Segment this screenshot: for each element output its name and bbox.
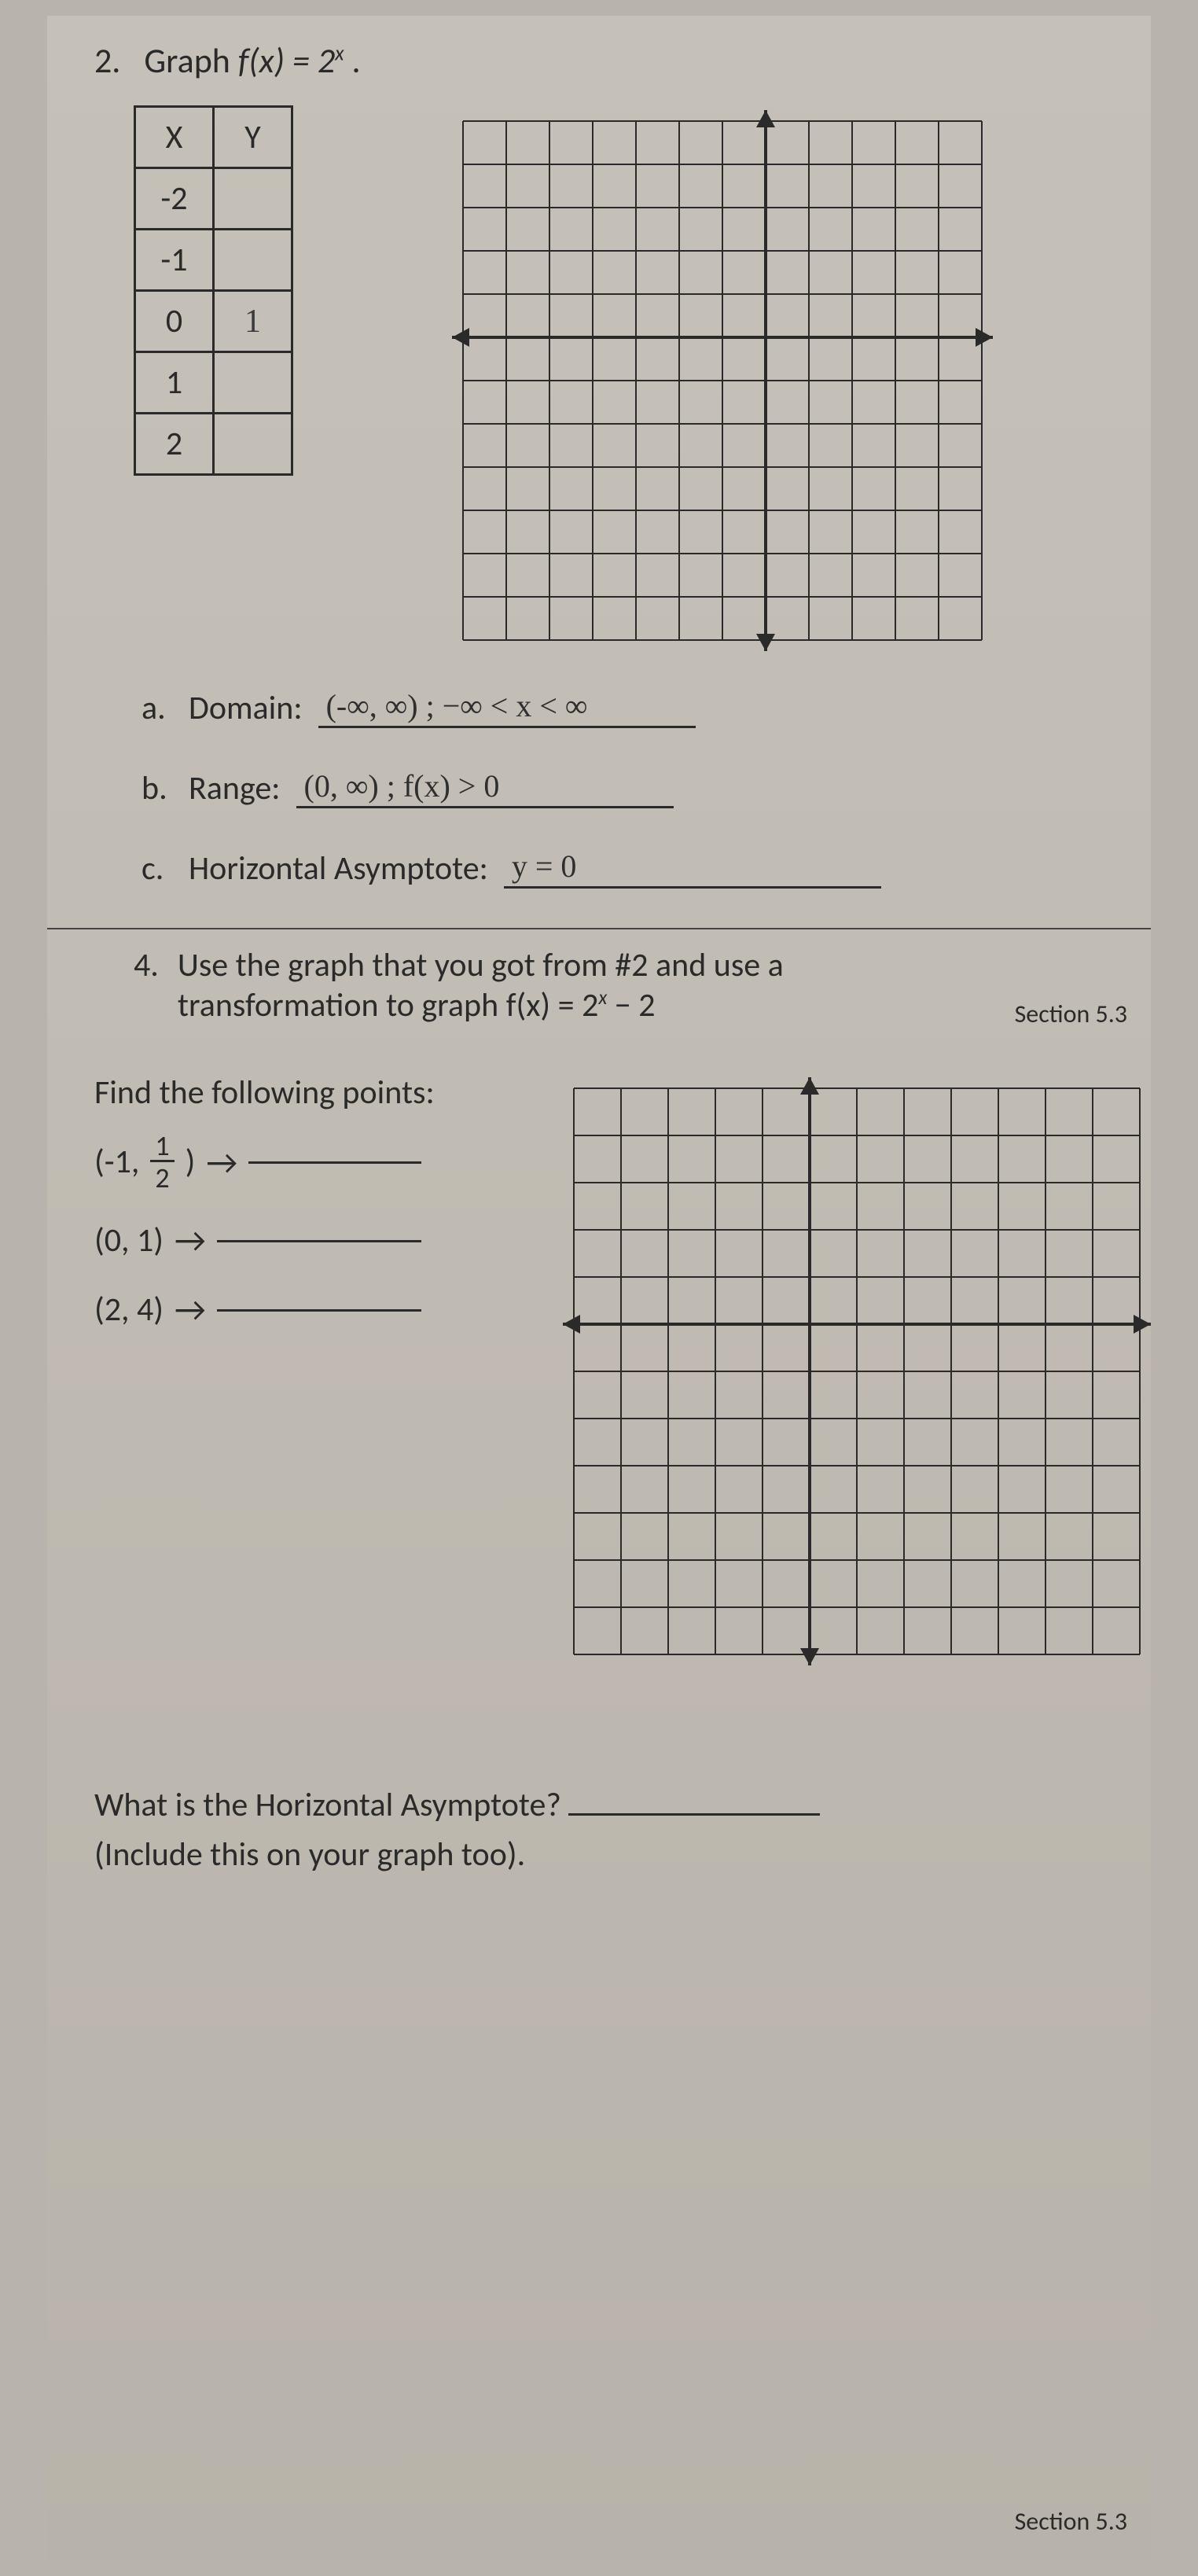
point-2-answer xyxy=(217,1238,421,1242)
q2-range: b. Range: (0, ∞) ; f(x) > 0 xyxy=(141,767,1119,808)
col-y: Y xyxy=(214,107,292,168)
arrow-icon: → xyxy=(175,1219,206,1261)
q2-subparts: a. Domain: (-∞, ∞) ; −∞ < x < ∞ b. Range… xyxy=(141,687,1119,889)
q4-content-row: Find the following points: (-1, 1 2 ) → … xyxy=(94,1073,1119,1670)
q2-asymptote: c. Horizontal Asymptote: y = 0 xyxy=(141,848,1119,889)
table-row: 01 xyxy=(135,291,292,352)
q2-xy-table: X Y -2 -1 01 1 2 xyxy=(134,105,293,476)
points-list: Find the following points: (-1, 1 2 ) → … xyxy=(94,1073,535,1357)
q4-text: Use the graph that you got from #2 and u… xyxy=(178,945,784,1025)
q4-asymptote-answer xyxy=(568,1812,820,1816)
coordinate-grid xyxy=(447,105,998,656)
section-label-1: Section 5.3 xyxy=(1015,999,1127,1029)
q2-grid xyxy=(325,105,1119,656)
asymptote-answer: y = 0 xyxy=(504,848,881,889)
q2-domain: a. Domain: (-∞, ∞) ; −∞ < x < ∞ xyxy=(141,687,1119,728)
q2-number: 2. xyxy=(94,39,120,82)
col-x: X xyxy=(135,107,214,168)
worksheet-page: 2. Graph f(x) = 2x . X Y -2 -1 01 1 2 xyxy=(47,16,1151,2560)
table-row: 2 xyxy=(135,414,292,475)
table-row: -1 xyxy=(135,230,292,291)
range-answer: (0, ∞) ; f(x) > 0 xyxy=(296,767,674,808)
fraction: 1 2 xyxy=(150,1132,174,1192)
q2-prompt: Graph f(x) = 2x . xyxy=(144,39,360,82)
section-label-2: Section 5.3 xyxy=(1015,2506,1127,2537)
table-header-row: X Y xyxy=(135,107,292,168)
q4-grid xyxy=(558,1073,1156,1670)
table-row: 1 xyxy=(135,352,292,414)
points-title: Find the following points: xyxy=(94,1073,535,1113)
arrow-icon: → xyxy=(175,1288,206,1330)
q4-asymptote-question: What is the Horizontal Asymptote? (Inclu… xyxy=(94,1780,1119,1879)
q4-number: 4. xyxy=(134,945,159,985)
arrow-icon: → xyxy=(206,1141,237,1183)
point-transform-2: (0, 1) → xyxy=(94,1219,535,1261)
domain-answer: (-∞, ∞) ; −∞ < x < ∞ xyxy=(318,687,696,728)
coordinate-grid xyxy=(558,1073,1156,1670)
point-transform-3: (2, 4) → xyxy=(94,1288,535,1330)
point-transform-1: (-1, 1 2 ) → xyxy=(94,1132,535,1192)
section-divider xyxy=(47,928,1151,929)
table-row: -2 xyxy=(135,168,292,230)
q2-content-row: X Y -2 -1 01 1 2 xyxy=(94,105,1119,656)
point-3-answer xyxy=(217,1308,421,1312)
q2-header: 2. Graph f(x) = 2x . xyxy=(94,39,1119,82)
q4-header: 4. Use the graph that you got from #2 an… xyxy=(94,945,1119,1025)
point-1-answer xyxy=(248,1160,421,1164)
